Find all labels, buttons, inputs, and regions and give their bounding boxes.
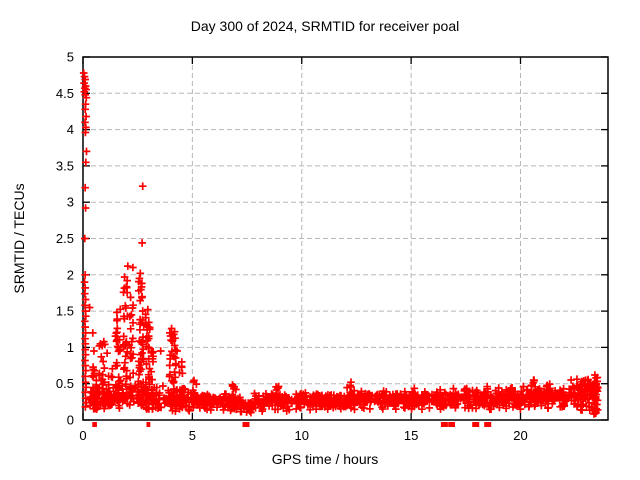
below-axis-mark xyxy=(147,422,151,427)
y-axis-label: SRMTID / TECUs xyxy=(11,183,27,293)
y-tick-label: 0.5 xyxy=(56,376,74,391)
below-axis-mark xyxy=(94,422,97,427)
y-tick-label: 4 xyxy=(67,122,74,137)
y-tick-label: 4.5 xyxy=(56,86,74,101)
x-axis-label: GPS time / hours xyxy=(272,451,379,467)
below-axis-marks xyxy=(92,422,492,427)
below-axis-mark xyxy=(452,422,455,427)
chart-title: Day 300 of 2024, SRMTID for receiver poa… xyxy=(191,18,459,34)
axis-ticks xyxy=(82,56,608,421)
below-axis-mark xyxy=(484,422,492,427)
y-tick-labels: 0 0.5 1 1.5 2 2.5 3 3.5 4 4.5 5 xyxy=(56,50,74,428)
below-axis-mark xyxy=(146,422,149,427)
below-axis-mark xyxy=(92,422,95,427)
x-tick-label: 10 xyxy=(295,428,309,443)
below-axis-mark xyxy=(440,422,448,427)
x-tick-label: 20 xyxy=(513,428,527,443)
y-tick-label: 1 xyxy=(67,340,74,355)
x-tick-label: 0 xyxy=(79,428,86,443)
x-tick-label: 15 xyxy=(404,428,418,443)
y-tick-label: 5 xyxy=(67,50,74,65)
below-axis-mark xyxy=(472,422,480,427)
grid-lines xyxy=(83,57,608,420)
y-tick-label: 3.5 xyxy=(56,158,74,173)
plot-border xyxy=(82,56,609,421)
below-axis-mark xyxy=(242,422,250,427)
x-tick-label: 5 xyxy=(189,428,196,443)
x-tick-labels: 0 5 10 15 20 xyxy=(79,428,527,443)
below-axis-mark xyxy=(450,422,453,427)
y-tick-label: 2.5 xyxy=(56,231,74,246)
y-tick-label: 2 xyxy=(67,267,74,282)
below-axis-mark xyxy=(246,422,250,427)
data-points xyxy=(79,69,602,418)
below-axis-mark xyxy=(448,422,451,427)
y-tick-label: 1.5 xyxy=(56,304,74,319)
y-tick-label: 3 xyxy=(67,195,74,210)
y-tick-label: 0 xyxy=(67,413,74,428)
